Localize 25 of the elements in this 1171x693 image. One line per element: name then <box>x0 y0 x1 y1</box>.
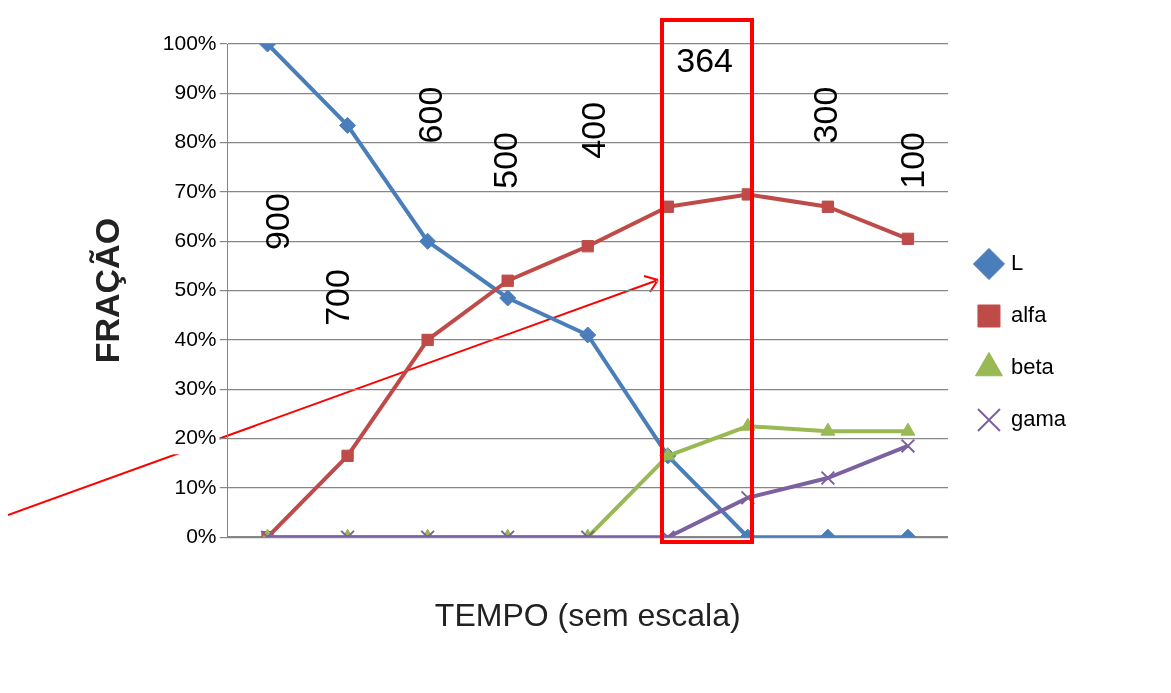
y-tick-label: 30% <box>174 376 217 400</box>
y-tick-label: 100% <box>162 30 217 54</box>
y-tick-label: 70% <box>174 178 217 202</box>
legend-label: beta <box>1010 354 1055 380</box>
y-tick-label: 10% <box>174 474 217 498</box>
legend-label: L <box>1010 250 1024 276</box>
annotation: 364 <box>676 40 733 79</box>
x-axis-title: TEMPO (sem escala) <box>434 596 741 633</box>
annotation: 600 <box>410 86 449 144</box>
y-tick-label: 60% <box>174 228 217 252</box>
y-tick-label: 40% <box>174 326 217 350</box>
y-axis-title: FRAÇÃO <box>87 217 126 364</box>
legend-label: alfa <box>1010 302 1048 328</box>
y-tick-label: 0% <box>186 524 217 547</box>
y-tick-label: 50% <box>174 277 217 301</box>
y-tick-label: 90% <box>174 80 217 104</box>
y-tick-label: 20% <box>174 425 217 449</box>
legend-label: gama <box>1010 406 1067 432</box>
annotation: 500 <box>486 132 525 189</box>
annotation: 900 <box>257 193 296 250</box>
y-tick-label: 80% <box>174 129 217 153</box>
annotation: 700 <box>317 269 356 326</box>
annotation: 300 <box>806 86 845 144</box>
annotation: 400 <box>574 101 613 159</box>
annotation: 100 <box>892 132 931 189</box>
